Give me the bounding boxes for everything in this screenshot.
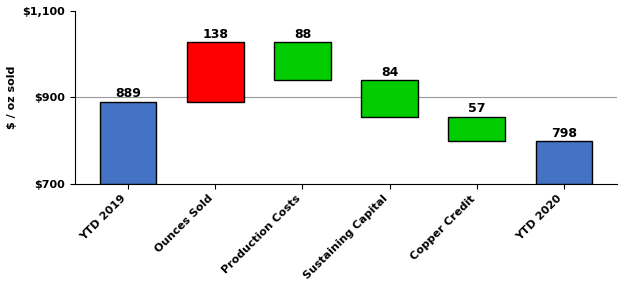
Bar — [274, 42, 331, 80]
Bar — [187, 42, 243, 102]
Bar — [361, 80, 418, 117]
Bar — [449, 117, 505, 141]
Text: 88: 88 — [294, 28, 311, 41]
Bar — [536, 141, 592, 184]
Bar — [100, 102, 156, 184]
Text: 57: 57 — [468, 102, 485, 115]
Text: 889: 889 — [115, 87, 141, 100]
Text: 798: 798 — [551, 127, 577, 140]
Y-axis label: $ / oz sold: $ / oz sold — [7, 66, 17, 129]
Text: 138: 138 — [202, 28, 228, 41]
Text: 84: 84 — [381, 66, 398, 79]
